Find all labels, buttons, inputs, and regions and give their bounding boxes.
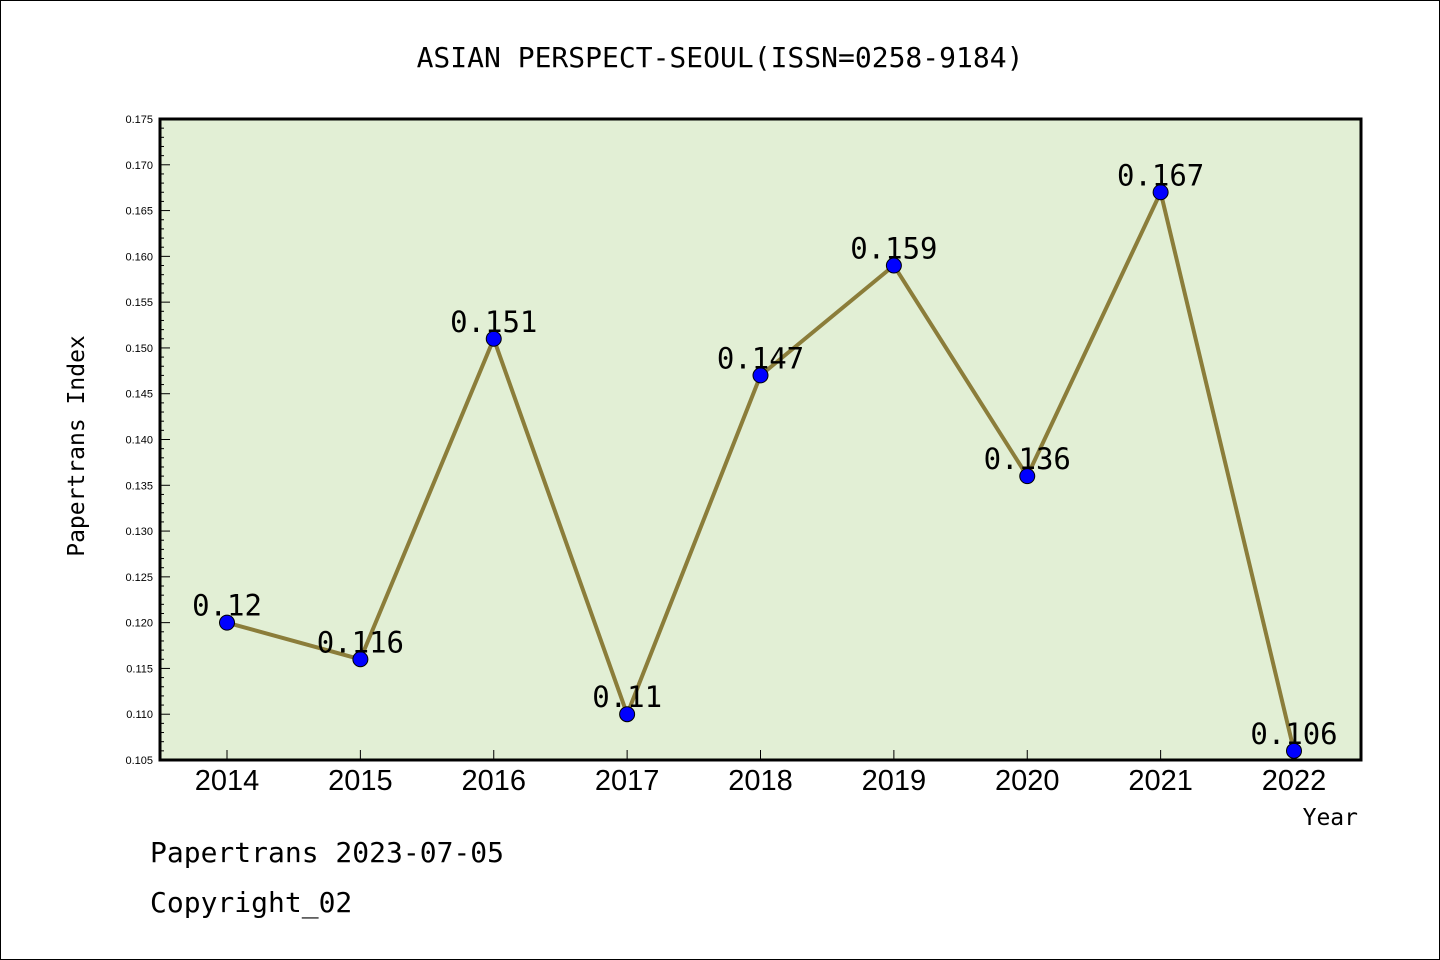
x-tick-label: 2019 xyxy=(862,765,927,797)
y-tick-label: 0.145 xyxy=(125,389,153,401)
footer-date: Papertrans 2023-07-05 xyxy=(150,836,505,869)
x-tick-label: 2022 xyxy=(1262,765,1327,797)
data-label: 0.106 xyxy=(1250,717,1337,751)
x-axis-ticks: 2014 2015 2016 2017 2018 2019 2020 2021 2022 xyxy=(195,750,1327,797)
x-tick-label: 2014 xyxy=(195,765,260,797)
plot-area xyxy=(160,119,1361,760)
data-label: 0.147 xyxy=(717,341,804,375)
data-labels: 0.12 0.116 0.151 0.11 0.147 0.159 0.136 0.167 0.… xyxy=(192,158,1338,751)
data-label: 0.116 xyxy=(317,625,404,659)
data-label: 0.11 xyxy=(592,680,662,714)
y-tick-label: 0.115 xyxy=(126,663,153,675)
y-tick-label: 0.130 xyxy=(125,526,153,538)
x-tick-label: 2018 xyxy=(728,765,793,797)
y-tick-label: 0.150 xyxy=(125,343,153,355)
chart-title: ASIAN PERSPECT-SEOUL(ISSN=0258-9184) xyxy=(417,41,1024,74)
data-point xyxy=(1019,468,1036,485)
data-point xyxy=(752,367,769,384)
data-label: 0.159 xyxy=(850,232,937,266)
y-tick-label: 0.140 xyxy=(125,435,153,447)
y-tick-label: 0.135 xyxy=(125,480,153,492)
data-point xyxy=(1152,184,1169,201)
x-tick-label: 2017 xyxy=(595,765,660,797)
data-label: 0.12 xyxy=(192,589,262,623)
y-tick-label: 0.155 xyxy=(125,297,153,309)
y-axis-label: Papertrans Index xyxy=(64,335,90,557)
y-tick-label: 0.165 xyxy=(125,206,153,218)
y-tick-label: 0.120 xyxy=(125,618,153,630)
y-tick-label: 0.160 xyxy=(125,251,153,263)
y-tick-label: 0.175 xyxy=(125,114,153,126)
data-point xyxy=(619,706,636,723)
y-tick-label: 0.170 xyxy=(125,160,153,172)
plot-border xyxy=(158,117,1363,762)
data-label: 0.151 xyxy=(450,305,537,339)
x-axis-label: Year xyxy=(1303,805,1358,831)
x-tick-label: 2020 xyxy=(995,765,1060,797)
y-tick-label: 0.125 xyxy=(125,572,153,584)
footer-copyright: Copyright_02 xyxy=(150,886,353,919)
data-point xyxy=(352,651,369,668)
data-point xyxy=(1286,742,1302,759)
data-point xyxy=(219,614,235,631)
x-tick-label: 2016 xyxy=(461,765,526,797)
x-tick-label: 2015 xyxy=(328,765,393,797)
y-tick-label: 0.110 xyxy=(126,709,153,721)
data-label: 0.136 xyxy=(984,442,1071,476)
data-label: 0.167 xyxy=(1117,158,1204,192)
data-point xyxy=(885,257,902,274)
x-tick-label: 2021 xyxy=(1128,765,1193,797)
data-point xyxy=(485,330,502,347)
y-axis-ticks: 0.105 0.110 0.115 0.120 0.125 0.130 0.135 0.140… xyxy=(125,114,170,767)
y-tick-label: 0.105 xyxy=(125,755,153,767)
data-markers xyxy=(219,184,1302,759)
